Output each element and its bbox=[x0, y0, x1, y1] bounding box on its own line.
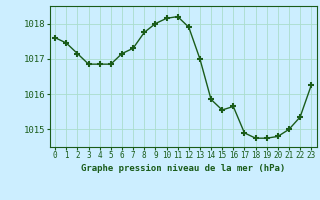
X-axis label: Graphe pression niveau de la mer (hPa): Graphe pression niveau de la mer (hPa) bbox=[81, 164, 285, 173]
